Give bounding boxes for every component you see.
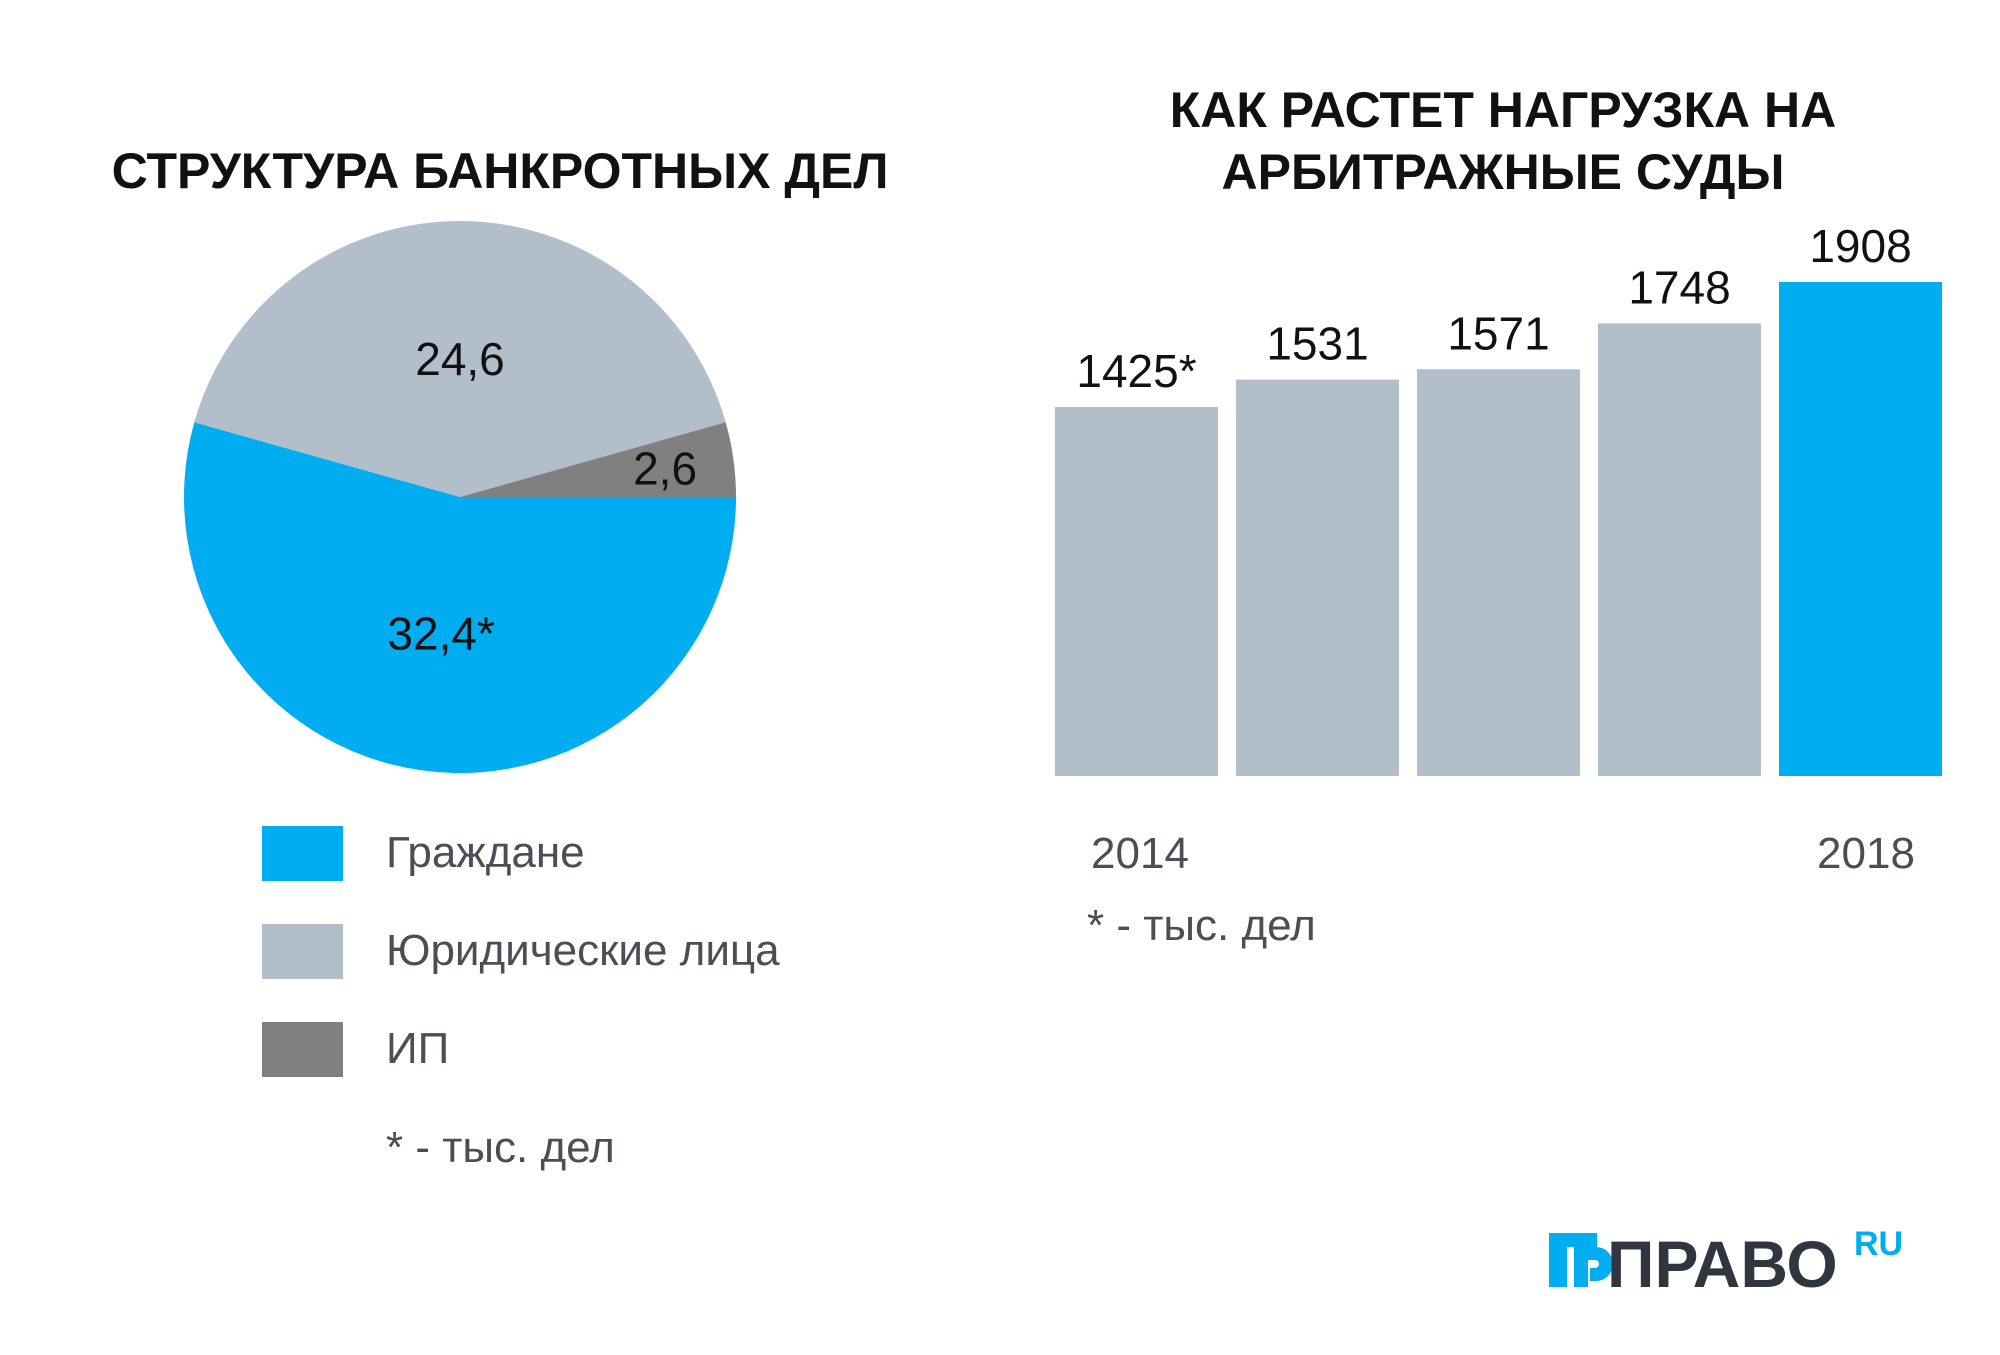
bar-value-label-2016: 1571 xyxy=(1447,307,1549,359)
pie-label-legal-entities: 24,6 xyxy=(415,333,505,385)
pie-slice-ip xyxy=(460,422,736,497)
logo-wordmark: ПРАВО xyxy=(1607,1227,1838,1301)
bar-2015 xyxy=(1236,379,1399,776)
legend-label-citizens: Граждане xyxy=(386,828,585,877)
bar-2018 xyxy=(1779,282,1942,776)
legend-item-citizens: Граждане xyxy=(262,826,585,881)
legend-item-ip: ИП xyxy=(262,1022,449,1077)
pie-slices xyxy=(183,221,736,773)
legend-swatch-ip xyxy=(262,1022,343,1077)
bar-value-label-2015: 1531 xyxy=(1266,318,1368,370)
bar-2014 xyxy=(1055,407,1218,776)
bar-2016 xyxy=(1417,369,1580,776)
bar-value-labels: 1425* 1531 1571 1748 1908 xyxy=(1076,220,1911,397)
pie-slice-legal-entities xyxy=(194,221,726,497)
pravo-ru-logo-icon xyxy=(1549,1233,1613,1287)
legend-swatch-legal-entities xyxy=(262,924,343,979)
pie-label-citizens: 32,4* xyxy=(387,608,495,660)
pie-slice-citizens xyxy=(183,422,736,773)
pie-unit-note: * - тыс. дел xyxy=(386,1123,615,1172)
pie-legend: Граждане Юридические лица ИП xyxy=(262,826,780,1077)
logo-ru-suffix: RU xyxy=(1854,1225,1903,1263)
bar-value-label-2014: 1425* xyxy=(1076,345,1196,397)
bar-chart-title-line-2: АРБИТРАЖНЫЕ СУДЫ xyxy=(1221,144,1784,200)
x-tick-label-2014: 2014 xyxy=(1091,829,1189,878)
legend-item-legal-entities: Юридические лица xyxy=(262,924,780,979)
legend-label-legal-entities: Юридические лица xyxy=(386,926,780,975)
bar-chart-section: КАК РАСТЕТ НАГРУЗКА НА АРБИТРАЖНЫЕ СУДЫ … xyxy=(1055,82,1942,950)
bar-chart-title-line-1: КАК РАСТЕТ НАГРУЗКА НА xyxy=(1170,82,1836,138)
bar-2017 xyxy=(1598,323,1761,776)
bar-value-label-2018: 1908 xyxy=(1809,220,1911,272)
pie-label-ip: 2,6 xyxy=(633,443,697,495)
pie-labels: 32,4* 24,6 2,6 xyxy=(387,333,697,660)
pravo-ru-logo: ПРАВО RU xyxy=(1549,1225,1903,1301)
legend-label-ip: ИП xyxy=(386,1024,449,1073)
pie-chart-section: СТРУКТУРА БАНКРОТНЫХ ДЕЛ 32,4* 24,6 2,6 Гр… xyxy=(112,143,889,1172)
pie-chart-title: СТРУКТУРА БАНКРОТНЫХ ДЕЛ xyxy=(112,143,889,199)
legend-swatch-citizens xyxy=(262,826,343,881)
bar-value-label-2017: 1748 xyxy=(1628,261,1730,313)
bars xyxy=(1055,282,1942,776)
bar-unit-note: * - тыс. дел xyxy=(1087,901,1316,950)
x-tick-label-2018: 2018 xyxy=(1817,829,1915,878)
